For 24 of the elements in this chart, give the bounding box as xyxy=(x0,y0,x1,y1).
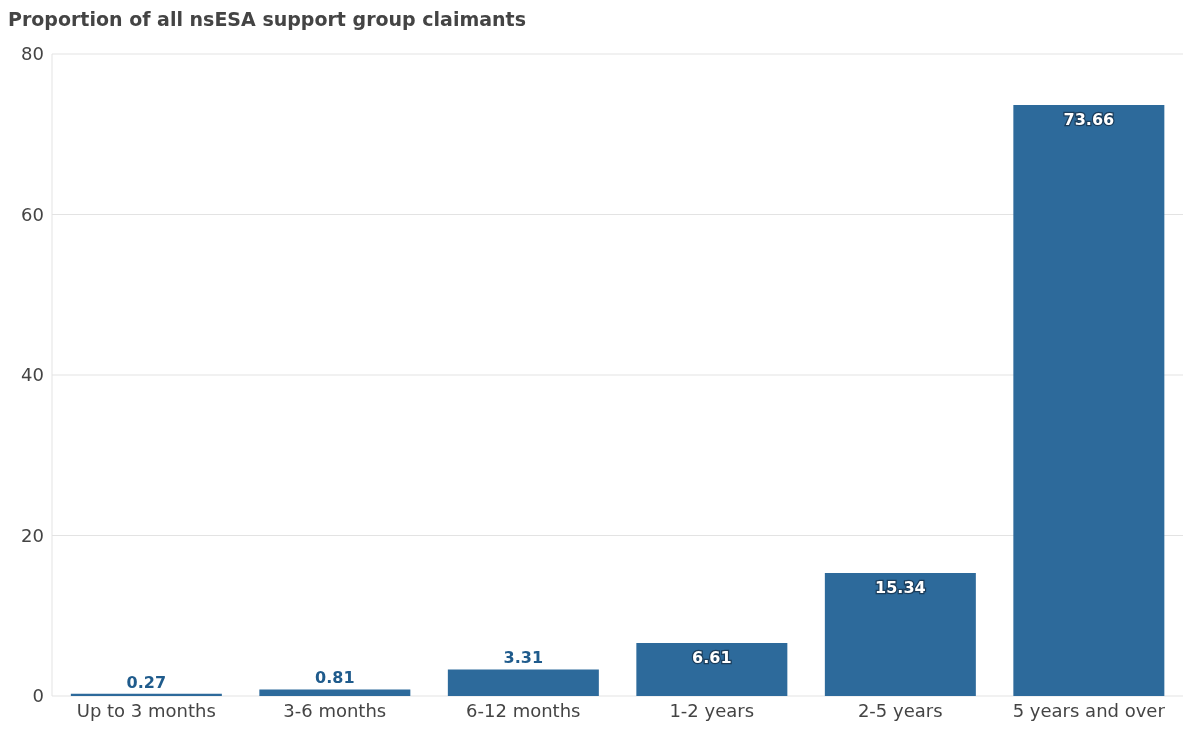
bar xyxy=(1013,104,1165,696)
bar xyxy=(636,642,788,696)
data-label: 3.31 xyxy=(503,648,544,668)
y-tick-label: 40 xyxy=(21,364,44,386)
x-tick-label: 3-6 months xyxy=(283,699,387,721)
x-tick-label: 5 years and over xyxy=(1012,699,1166,721)
x-tick-label: 1-2 years xyxy=(669,699,755,721)
x-tick-label: 2-5 years xyxy=(857,699,943,721)
x-tick-label: 6-12 months xyxy=(466,699,581,721)
data-label: 0.27 xyxy=(126,672,167,692)
data-label: 15.34 xyxy=(875,577,926,597)
bar xyxy=(824,572,976,696)
y-tick-label: 60 xyxy=(21,203,44,225)
bar xyxy=(259,689,411,696)
bar xyxy=(447,669,599,696)
chart-title: Proportion of all nsESA support group claimants xyxy=(8,8,527,30)
y-tick-label: 0 xyxy=(32,685,44,707)
data-label: 6.61 xyxy=(692,647,732,667)
y-tick-label: 20 xyxy=(21,524,44,546)
data-label: 73.66 xyxy=(1063,109,1115,129)
bar xyxy=(70,693,222,696)
data-label: 0.81 xyxy=(315,668,355,688)
x-tick-label: Up to 3 months xyxy=(76,699,216,721)
y-tick-label: 80 xyxy=(21,43,44,65)
